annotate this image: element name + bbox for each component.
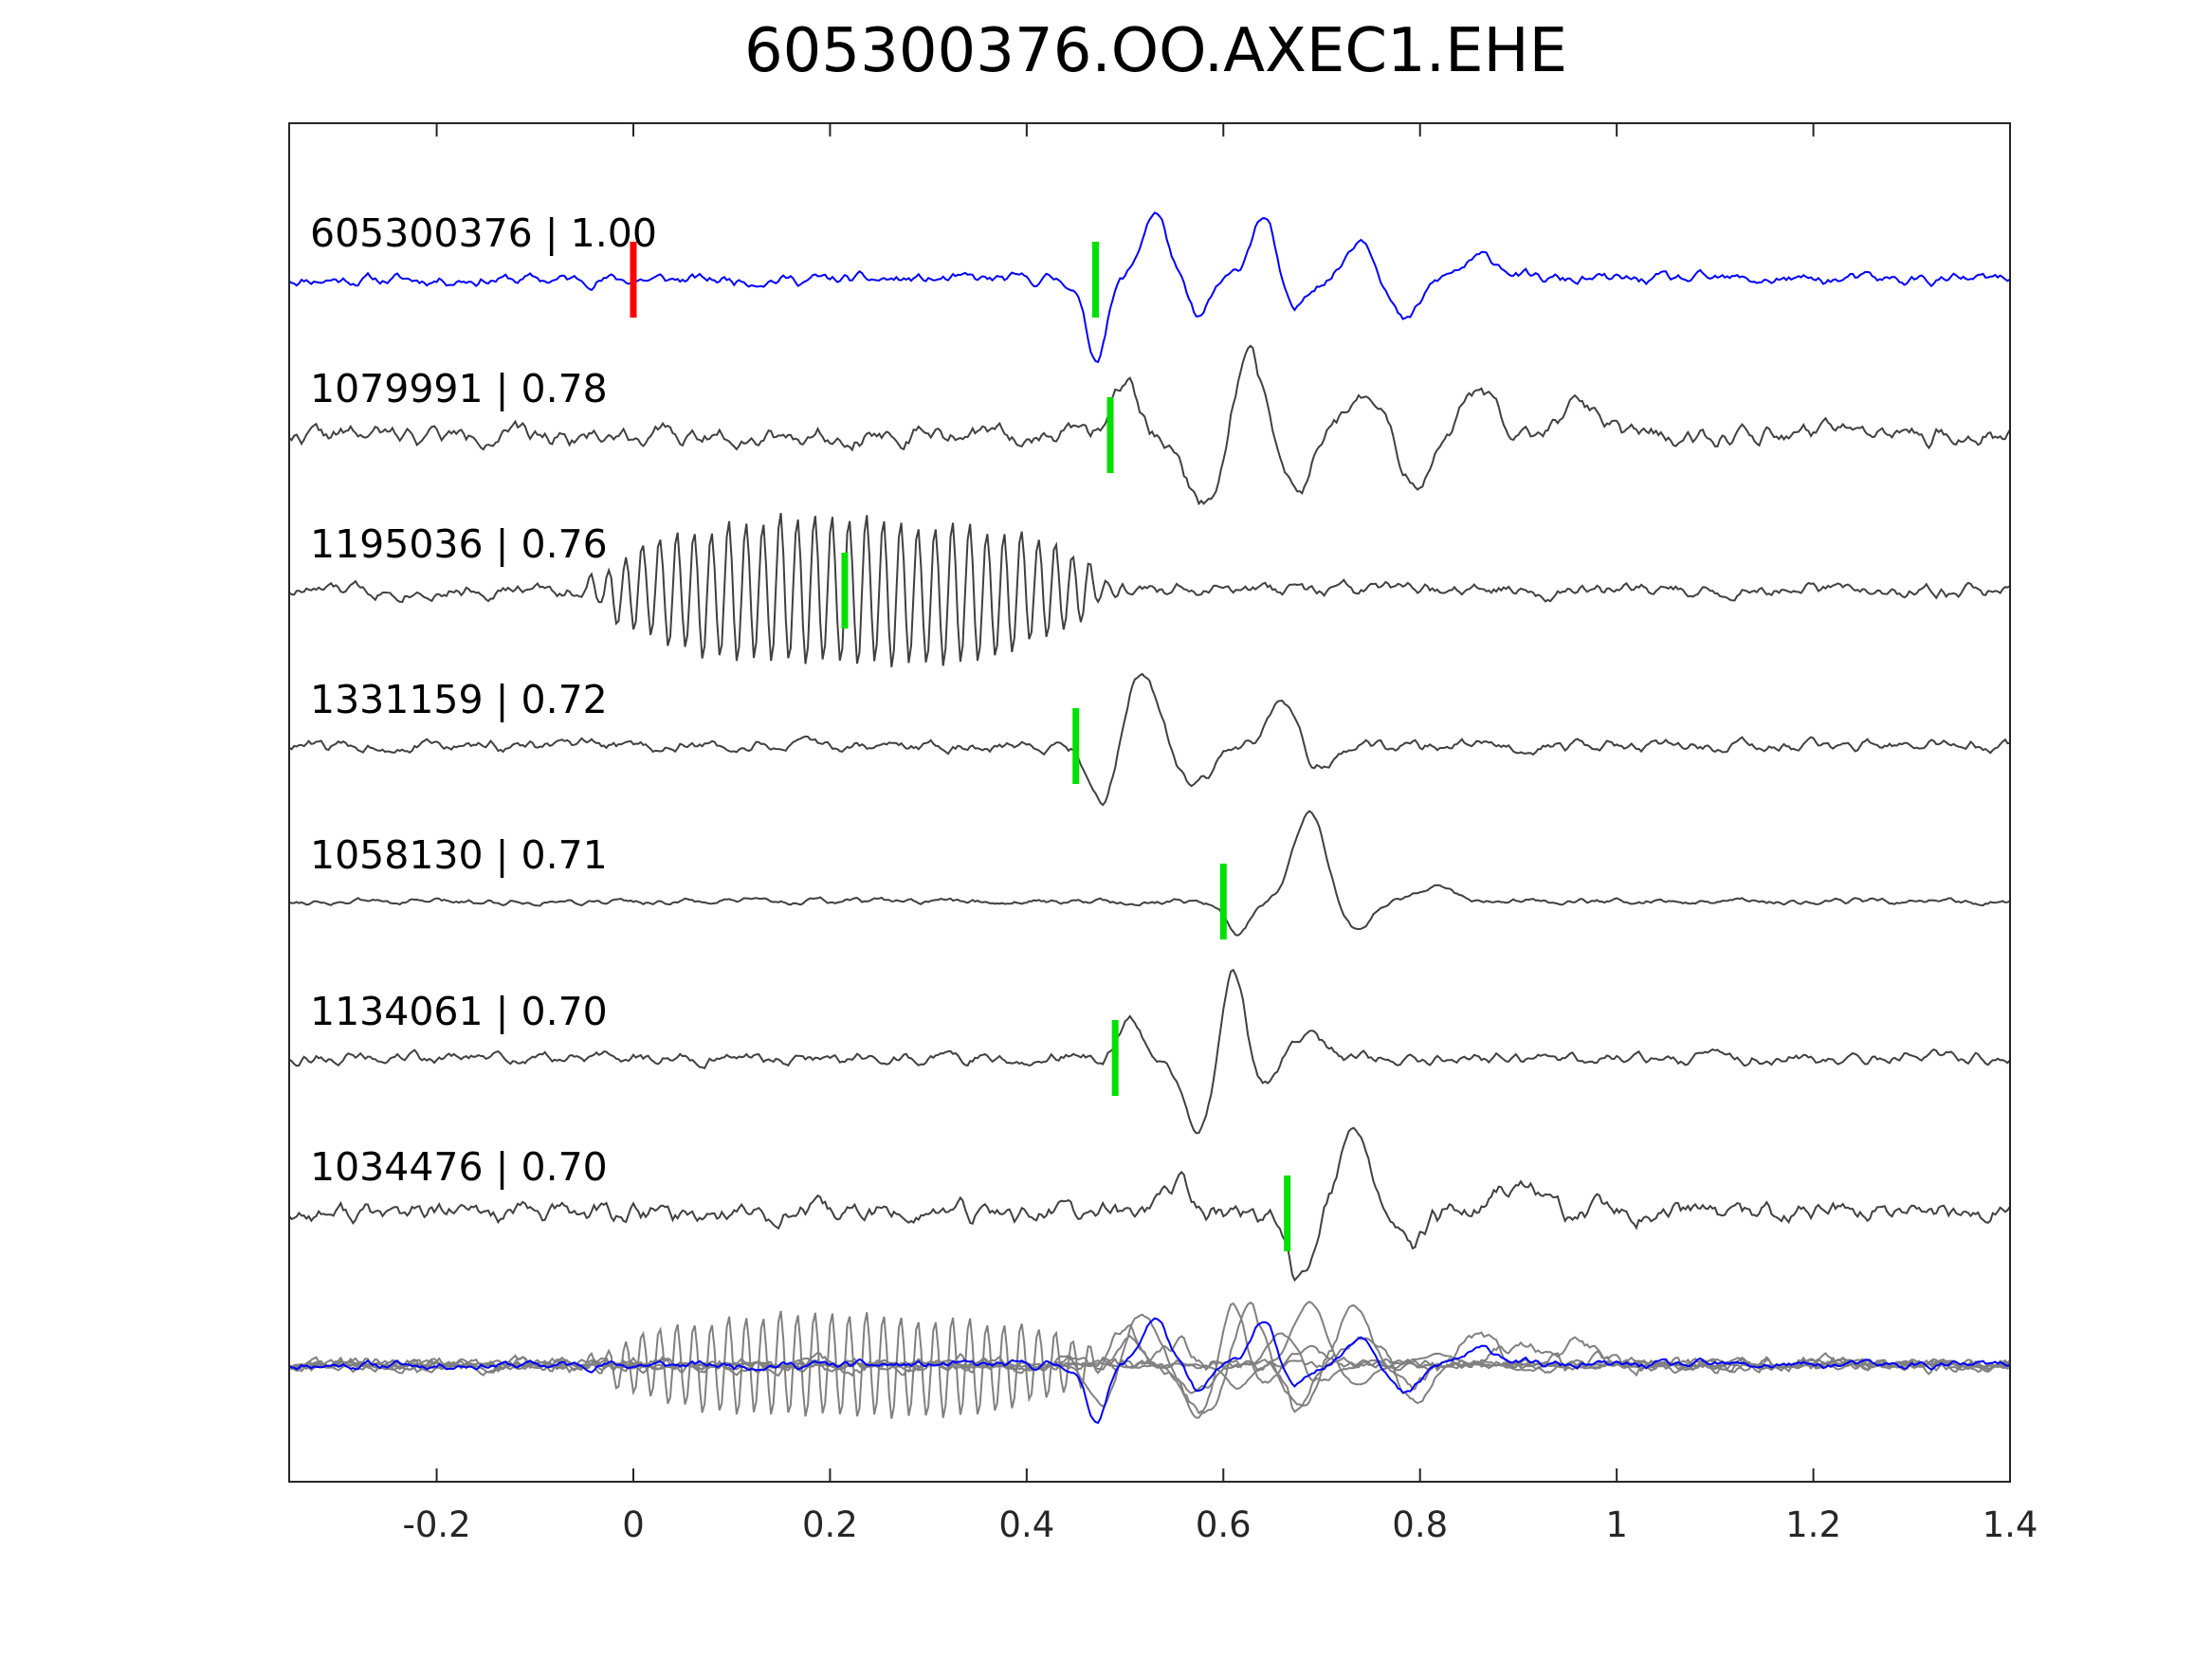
trace-label-1134061: 1134061 | 0.70 (310, 989, 608, 1034)
chart-title: 605300376.OO.AXEC1.EHE (744, 16, 1567, 86)
trace-group (288, 211, 2011, 1424)
x-tick-label: 1.4 (1983, 1504, 2038, 1545)
trace-1134061 (288, 968, 2011, 1135)
x-axis: -0.2 0 0.2 0.4 0.6 0.8 1 1.2 1.4 (402, 123, 2038, 1545)
trace-1034476 (288, 1126, 2011, 1283)
trace-label-group: 605300376 | 1.00 1079991 | 0.78 1195036 | … (310, 210, 657, 1190)
trace-label-1331159: 1331159 | 0.72 (310, 677, 608, 722)
trace-1195036 (288, 513, 2011, 667)
x-tick-label: 0.8 (1392, 1504, 1448, 1545)
x-tick-label: 1 (1605, 1504, 1628, 1545)
stack-trace-1034476 (288, 1304, 2011, 1413)
trace-label-1195036: 1195036 | 0.76 (310, 521, 608, 567)
trace-label-605300376: 605300376 | 1.00 (310, 210, 657, 256)
stack-trace-reference (288, 1317, 2011, 1424)
x-tick-label: -0.2 (402, 1504, 470, 1545)
trace-1331159 (288, 672, 2011, 807)
x-tick-label: 0.2 (802, 1504, 858, 1545)
x-tick-label: 1.2 (1785, 1504, 1841, 1545)
x-tick-label: 0.6 (1196, 1504, 1252, 1545)
trace-label-1079991: 1079991 | 0.78 (310, 366, 608, 411)
x-tick-label: 0 (622, 1504, 645, 1545)
x-tick-label: 0.4 (998, 1504, 1054, 1545)
stack-trace-1058130 (288, 1301, 2011, 1390)
trace-1058130 (288, 810, 2011, 937)
trace-label-1058130: 1058130 | 0.71 (310, 832, 608, 878)
trace-label-1034476: 1034476 | 0.70 (310, 1144, 608, 1190)
plot-frame (288, 122, 2011, 1483)
pick-marker-group (630, 242, 1291, 1251)
trace-605300376 (288, 211, 2011, 364)
trace-1079991 (288, 344, 2011, 506)
